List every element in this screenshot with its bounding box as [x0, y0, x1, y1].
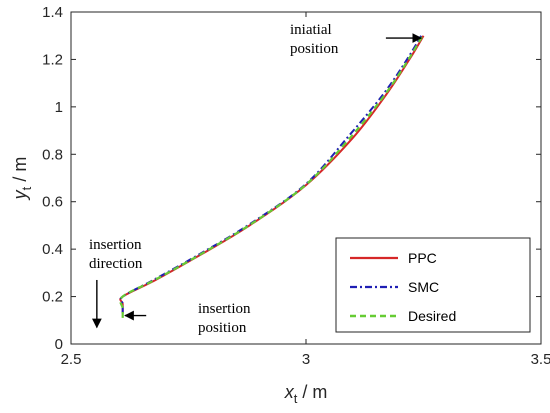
axes-layer: 2.5 3 3.500.20.40.60.811.21.4xt / myt / m: [10, 4, 550, 406]
y-tick-label: 0.4: [42, 241, 63, 258]
annotation-layer: iniatial position insertion position inserti…: [89, 22, 423, 336]
x-tick-label: 2.5: [61, 351, 82, 368]
y-axis-label-main: y: [10, 189, 30, 201]
y-tick-label: 0.8: [42, 146, 63, 163]
annotation-initial-line-2: position: [290, 41, 339, 57]
x-axis-label: xt / m: [284, 382, 328, 406]
legend: PPC SMC Desired: [335, 237, 531, 333]
y-axis-label-unit: / m: [10, 157, 30, 187]
annotation-insertion-position-line-1: insertion: [198, 301, 251, 317]
series-line-ppc: [119, 35, 425, 314]
x-tick-label: 3: [302, 351, 310, 368]
y-tick-label: 1.2: [42, 51, 63, 68]
x-axis-label-main: x: [284, 382, 295, 402]
legend-label-smc: SMC: [408, 279, 439, 295]
y-tick-label: 1: [55, 99, 63, 116]
series-line-smc: [119, 35, 423, 314]
legend-box: [335, 237, 531, 333]
annotation-initial-line-1: iniatial: [290, 22, 332, 38]
legend-label-ppc: PPC: [408, 250, 437, 266]
y-tick-label: 0.6: [42, 194, 63, 211]
y-tick-label: 0: [55, 336, 63, 353]
legend-label-desired: Desired: [408, 308, 456, 324]
annotation-insertion-position-line-2: position: [198, 320, 247, 336]
annotation-insertion-direction-line-1: insertion: [89, 237, 142, 253]
x-axis-label-unit: / m: [297, 382, 327, 402]
annotation-insertion-direction-line-2: direction: [89, 256, 143, 272]
plot-layer: [119, 35, 425, 318]
y-tick-label: 0.2: [42, 289, 63, 306]
x-tick-label: 3.5: [531, 351, 550, 368]
x-axis-label-sub: t: [294, 391, 298, 406]
y-tick-label: 1.4: [42, 4, 63, 21]
y-axis-label: yt / m: [10, 157, 34, 202]
y-axis-label-sub: t: [19, 186, 34, 190]
